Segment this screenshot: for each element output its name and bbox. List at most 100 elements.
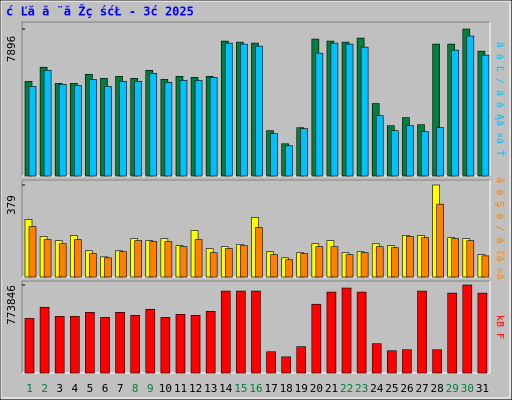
x-tick-label: 16: [249, 382, 262, 395]
x-tick-label: 23: [355, 382, 368, 395]
bar: [451, 238, 460, 278]
x-tick-label: 19: [295, 382, 308, 395]
bar: [175, 314, 186, 374]
bar: [330, 42, 339, 177]
bar: [149, 73, 158, 177]
bar: [240, 43, 248, 177]
bar: [462, 284, 473, 374]
x-tick-label: 3: [56, 382, 63, 395]
x-tick-label: 1: [26, 382, 33, 395]
bar: [69, 316, 80, 374]
bar: [134, 81, 142, 177]
bar: [391, 130, 399, 177]
y-tick-label: 7896: [5, 36, 18, 63]
bar: [432, 349, 442, 374]
bar: [43, 239, 52, 278]
bar: [477, 292, 488, 374]
bar: [326, 291, 337, 374]
bar: [436, 127, 444, 177]
bar: [149, 241, 158, 278]
bar: [341, 287, 352, 374]
bar: [89, 79, 97, 177]
bar: [190, 315, 201, 374]
bar: [145, 308, 156, 374]
bar: [285, 259, 293, 278]
bar: [220, 290, 231, 374]
bar: [421, 131, 429, 177]
x-tick-label: 21: [325, 382, 338, 395]
bar: [39, 306, 50, 374]
x-tick-label: 31: [476, 382, 489, 395]
bar: [224, 248, 233, 278]
bar: [451, 49, 460, 177]
x-tick-label: 2: [41, 382, 48, 395]
bar: [164, 241, 173, 278]
x-tick-label: 12: [189, 382, 202, 395]
bar: [402, 349, 412, 374]
bar: [285, 145, 293, 177]
side-label: kB F: [494, 315, 505, 339]
bar: [481, 54, 490, 177]
bar: [224, 42, 233, 177]
x-tick-label: 28: [431, 382, 444, 395]
bar: [85, 312, 95, 374]
bar: [356, 291, 367, 374]
bar: [179, 80, 188, 177]
chart-title: ć Ľă ă ¨ă Žç śćŁ - 3ć 2025: [6, 4, 194, 19]
bar: [345, 254, 354, 278]
bar: [315, 246, 324, 278]
bar: [447, 292, 458, 374]
bar: [236, 290, 246, 374]
bar: [436, 203, 444, 278]
bar: [100, 317, 110, 374]
bar: [104, 257, 112, 278]
side-label: ă ă Ş ă / ă ľă ¤ă: [494, 177, 506, 279]
bar: [300, 128, 309, 177]
bar: [179, 246, 188, 278]
x-tick-label: 22: [340, 382, 353, 395]
y-tick-label: 773846: [5, 285, 18, 325]
bar: [481, 255, 490, 278]
bar: [266, 351, 276, 374]
bar: [28, 86, 37, 177]
bar: [73, 85, 82, 177]
bar: [209, 252, 218, 278]
bar: [130, 315, 140, 374]
bar: [89, 253, 97, 278]
bar: [104, 86, 112, 177]
bar: [315, 52, 324, 177]
bar: [54, 316, 65, 374]
bar: [28, 226, 37, 278]
x-tick-label: 30: [461, 382, 474, 395]
x-tick-label: 6: [102, 382, 109, 395]
bar: [432, 43, 440, 177]
bar: [115, 312, 125, 374]
bar: [360, 46, 369, 177]
x-tick-label: 29: [446, 382, 459, 395]
bar: [375, 246, 384, 278]
x-tick-label: 17: [264, 382, 277, 395]
bar: [270, 133, 278, 177]
x-tick-label: 26: [400, 382, 413, 395]
bar: [421, 237, 429, 278]
bar: [73, 239, 82, 278]
x-tick-label: 13: [204, 382, 217, 395]
x-tick-label: 8: [132, 382, 139, 395]
bar: [360, 252, 369, 278]
bar: [417, 290, 427, 374]
bar: [251, 290, 261, 374]
x-tick-label: 24: [370, 382, 384, 395]
x-tick-label: 15: [234, 382, 247, 395]
bar: [466, 35, 475, 177]
bar: [391, 247, 399, 278]
bar: [406, 236, 414, 278]
y-tick-label: 379: [5, 195, 18, 215]
bar: [387, 350, 397, 374]
bar: [296, 346, 307, 374]
x-tick-label: 27: [415, 382, 428, 395]
bar: [194, 80, 203, 177]
x-tick-label: 7: [117, 382, 124, 395]
bar: [205, 310, 216, 374]
